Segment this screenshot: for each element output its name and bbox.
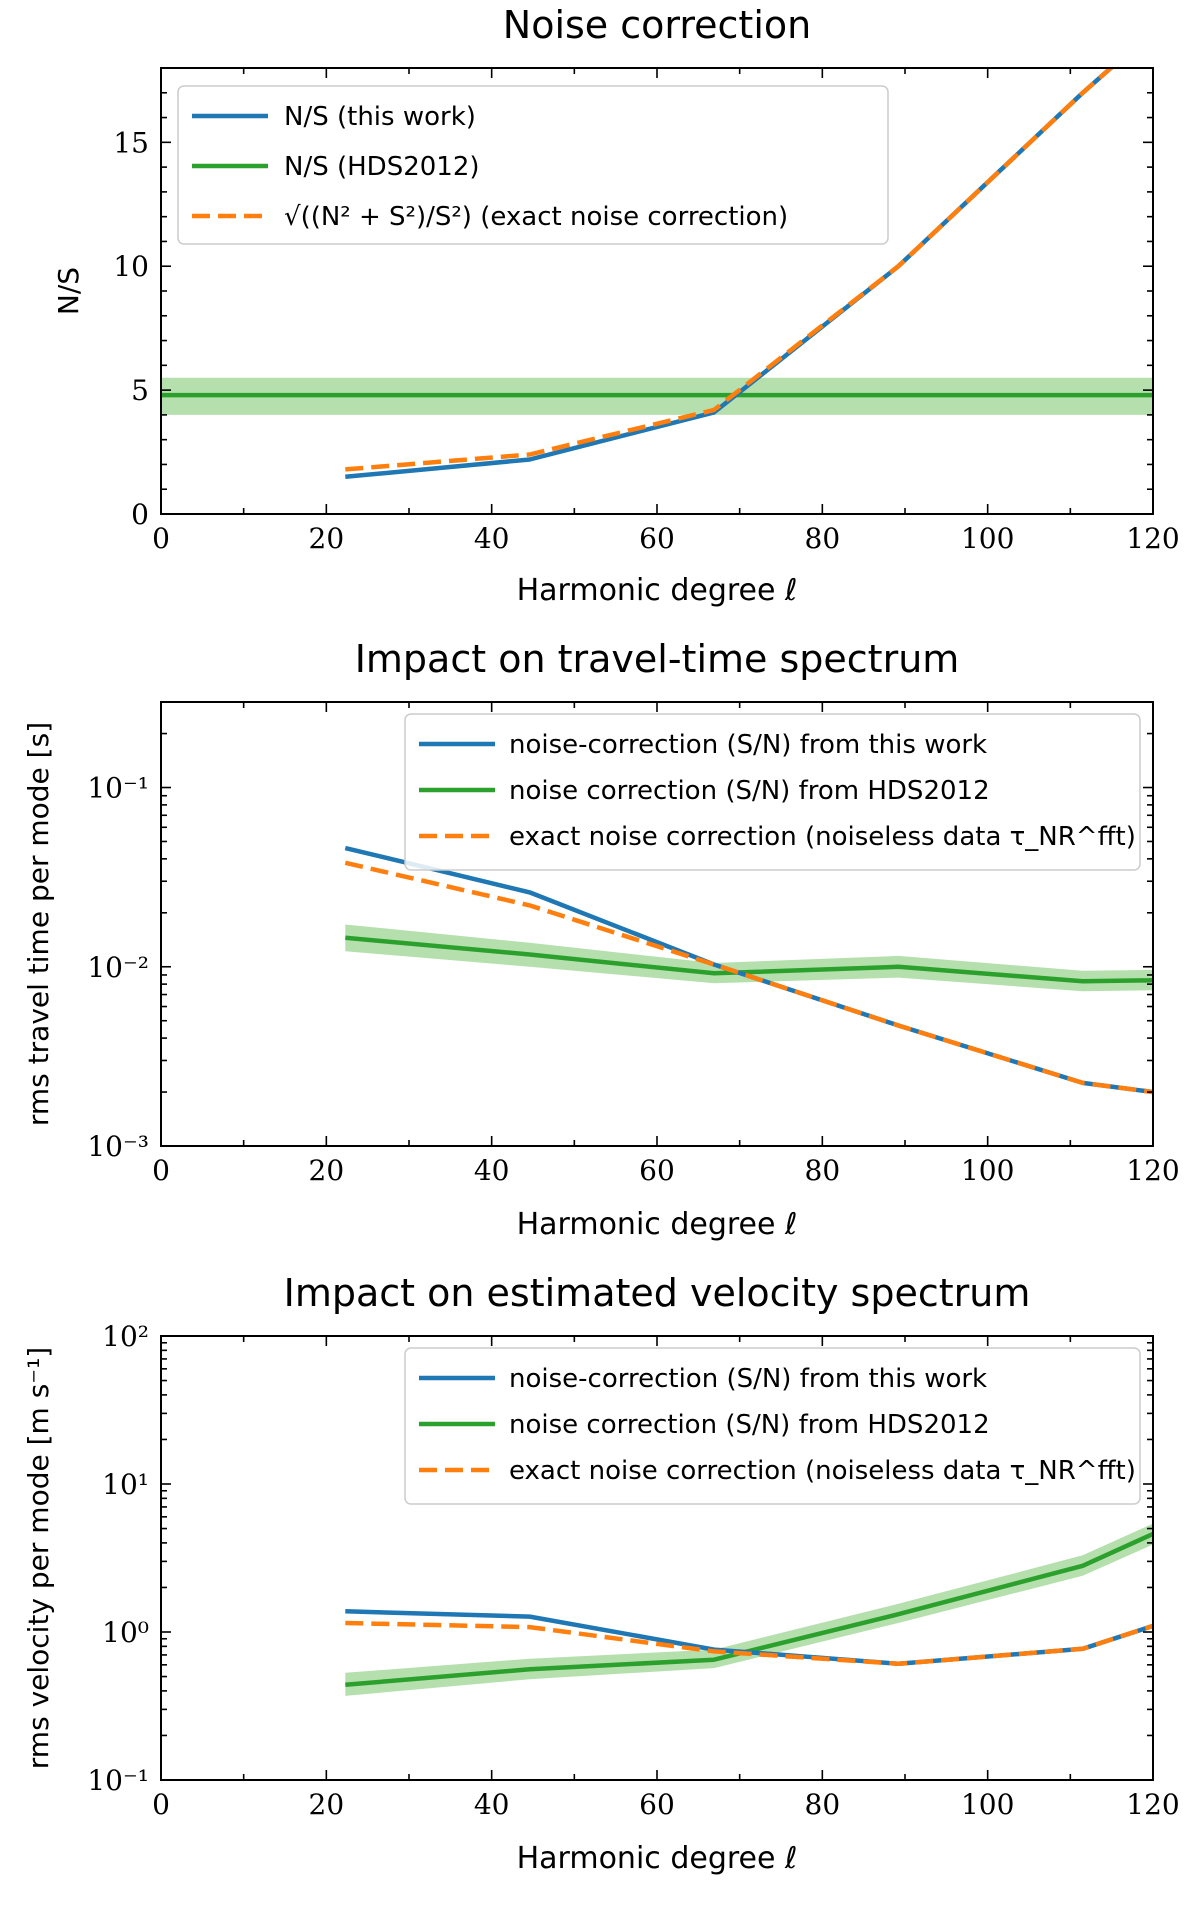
uncertainty-band-hds2012 — [345, 1523, 1153, 1696]
chart-panel-1: Noise correction Harmonic degree ℓ N/S 0 20 4… — [52, 3, 1180, 608]
legend-entry: N/S (this work) — [284, 102, 476, 132]
legend: noise-correction (S/N) from this work noi… — [404, 713, 1141, 871]
legend-entry: exact noise correction (noiseless data τ… — [509, 1456, 1136, 1486]
y-tick-label: 10⁻¹ — [87, 772, 149, 805]
legend: noise-correction (S/N) from this work noi… — [404, 1347, 1141, 1505]
x-axis-label: Harmonic degree ℓ — [517, 573, 798, 608]
legend-box — [404, 713, 1141, 871]
x-axis-label: Harmonic degree ℓ — [517, 1841, 798, 1876]
y-tick-label: 10⁻¹ — [87, 1764, 149, 1797]
x-tick-label: 20 — [309, 522, 345, 555]
x-tick-label: 40 — [474, 1788, 510, 1821]
legend-entry: √((N² + S²)/S²) (exact noise correction) — [284, 202, 788, 232]
legend-box — [177, 85, 889, 245]
chart-panel-2: Impact on travel-time spectrum Harmonic d… — [22, 637, 1180, 1242]
x-tick-label: 40 — [474, 1154, 510, 1187]
y-tick-label: 10² — [102, 1320, 149, 1353]
legend-entry: noise-correction (S/N) from this work — [509, 1364, 987, 1394]
legend-entry: noise correction (S/N) from HDS2012 — [509, 776, 990, 806]
legend-entry: N/S (HDS2012) — [284, 152, 480, 182]
y-tick-label: 10⁻³ — [87, 1130, 149, 1163]
plot-area — [345, 1523, 1153, 1696]
uncertainty-band-hds2012 — [345, 924, 1153, 992]
y-axis-label: rms velocity per mode [m s⁻¹] — [22, 1347, 55, 1769]
y-tick-label: 15 — [113, 126, 149, 159]
x-tick-label: 80 — [805, 1154, 841, 1187]
plot-area — [161, 68, 1153, 480]
y-tick-label: 0 — [131, 498, 149, 531]
x-tick-label: 80 — [805, 1788, 841, 1821]
x-tick-label: 20 — [309, 1788, 345, 1821]
x-tick-label: 120 — [1126, 522, 1179, 555]
y-axis-label: rms travel time per mode [s] — [22, 722, 55, 1126]
x-tick-label: 80 — [805, 522, 841, 555]
x-tick-label: 60 — [639, 522, 675, 555]
x-tick-label: 20 — [309, 1154, 345, 1187]
y-tick-label: 10¹ — [102, 1468, 149, 1501]
x-tick-label: 0 — [152, 522, 170, 555]
y-axis-label: N/S — [52, 267, 85, 315]
legend-entry: noise correction (S/N) from HDS2012 — [509, 1410, 990, 1440]
plot-area — [344, 845, 1153, 1095]
x-tick-label: 60 — [639, 1154, 675, 1187]
chart-title: Impact on estimated velocity spectrum — [284, 1271, 1031, 1315]
y-tick-label: 10 — [113, 250, 149, 283]
chart-title: Impact on travel-time spectrum — [355, 637, 960, 681]
series-line-blue — [345, 1609, 1153, 1667]
x-tick-label: 100 — [961, 522, 1014, 555]
legend: N/S (this work) N/S (HDS2012) √((N² + S²)/… — [177, 85, 889, 245]
x-axis-label: Harmonic degree ℓ — [517, 1207, 798, 1242]
x-tick-label: 60 — [639, 1788, 675, 1821]
legend-entry: noise-correction (S/N) from this work — [509, 730, 987, 760]
series-line-green — [345, 935, 1153, 984]
legend-box — [404, 1347, 1141, 1505]
x-tick-label: 100 — [961, 1154, 1014, 1187]
chart-panel-3: Impact on estimated velocity spectrum Har… — [22, 1271, 1180, 1876]
series-line-blue — [345, 68, 1115, 480]
y-tick-label: 10⁰ — [102, 1616, 149, 1649]
y-tick-label: 5 — [131, 374, 149, 407]
y-tick-label: 10⁻² — [87, 951, 149, 984]
series-line-green — [345, 1531, 1153, 1688]
legend-entry: exact noise correction (noiseless data τ… — [509, 822, 1136, 852]
x-tick-label: 120 — [1126, 1154, 1179, 1187]
x-tick-label: 40 — [474, 522, 510, 555]
x-tick-label: 0 — [152, 1154, 170, 1187]
series-line-orange — [344, 860, 1153, 1095]
chart-title: Noise correction — [503, 3, 811, 47]
x-tick-label: 120 — [1126, 1788, 1179, 1821]
x-tick-label: 100 — [961, 1788, 1014, 1821]
x-tick-label: 0 — [152, 1788, 170, 1821]
